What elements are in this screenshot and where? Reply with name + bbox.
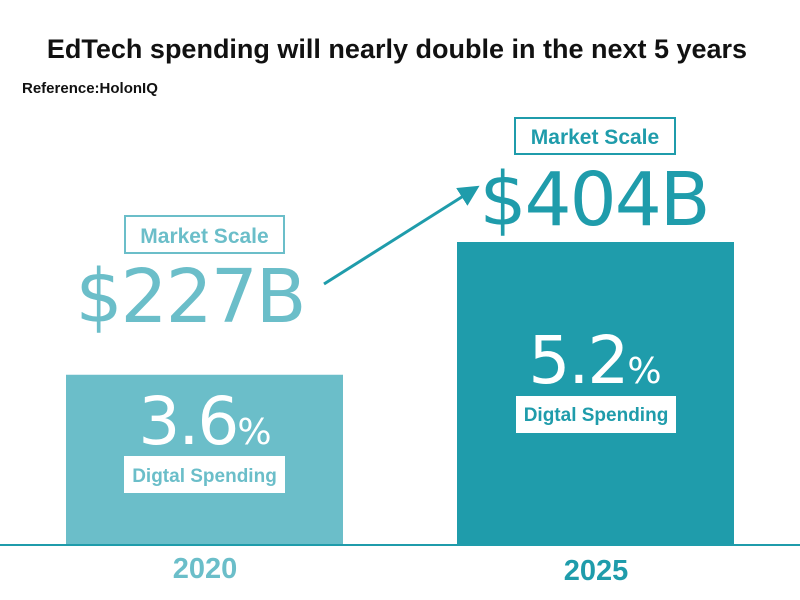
market-scale-badge-2020 xyxy=(124,215,285,254)
value-label-2025: $404B xyxy=(479,157,708,243)
growth-arrow xyxy=(323,185,480,286)
digital-spending-badge-2020 xyxy=(124,456,285,493)
percent-sign-2025: % xyxy=(627,351,661,392)
chart-title: EdTech spending will nearly double in th… xyxy=(47,34,747,64)
market-scale-label-2020: Market Scale xyxy=(140,225,268,248)
value-label-2020: $227B xyxy=(75,254,304,340)
digital-spending-percent-2025: 5.2% xyxy=(528,322,661,399)
market-scale-label-2025: Market Scale xyxy=(531,126,659,149)
digital-spending-label-2020: Digtal Spending xyxy=(132,466,277,487)
digital-spending-badge-2025 xyxy=(516,396,676,433)
market-scale-badge-2025 xyxy=(514,117,676,155)
year-label-2025: 2025 xyxy=(564,555,629,587)
digital-spending-percent-2020: 3.6% xyxy=(138,383,271,460)
percent-value-2025: 5.2 xyxy=(528,322,627,399)
digital-spending-label-2025: Digtal Spending xyxy=(524,405,669,426)
bar-2025 xyxy=(457,242,734,545)
chart-subtitle: Reference:HolonIQ xyxy=(22,80,158,97)
percent-sign-2020: % xyxy=(237,412,271,453)
year-label-2020: 2020 xyxy=(173,553,238,585)
percent-value-2020: 3.6 xyxy=(138,383,237,460)
